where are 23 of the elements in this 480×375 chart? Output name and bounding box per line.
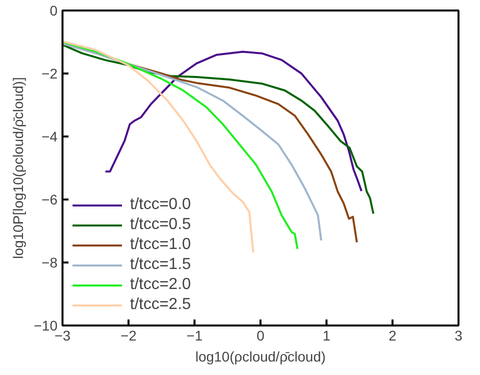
y-tick-label: −10	[34, 318, 58, 334]
y-tick-label: −8	[42, 254, 58, 270]
x-tick-label: −1	[186, 328, 203, 344]
y-axis-title: log10P[log10(ρcloud/ρ̄cloud)]	[10, 77, 26, 259]
legend-label: t/tcc=0.5	[130, 216, 191, 234]
legend-label: t/tcc=2.0	[130, 276, 191, 294]
x-tick-label: 1	[322, 328, 331, 344]
y-tick-label: −2	[42, 66, 58, 82]
x-axis-title: log10(ρcloud/ρ̄cloud)	[195, 348, 326, 364]
y-tick-label: 0	[50, 2, 58, 18]
x-tick-label: 3	[454, 328, 463, 344]
x-tick-label: 2	[388, 328, 397, 344]
y-tick-label: −4	[42, 128, 58, 144]
x-tick-label: −2	[120, 328, 137, 344]
line-series	[62, 40, 254, 254]
legend-label: t/tcc=2.5	[130, 296, 191, 314]
line-series	[62, 44, 374, 215]
x-tick-label: 0	[256, 328, 265, 344]
legend-label: t/tcc=1.5	[130, 256, 191, 274]
legend-label: t/tcc=1.0	[130, 236, 191, 254]
legend-label: t/tcc=0.0	[130, 196, 191, 214]
y-tick-label: −6	[42, 192, 58, 208]
line-series	[104, 50, 362, 192]
